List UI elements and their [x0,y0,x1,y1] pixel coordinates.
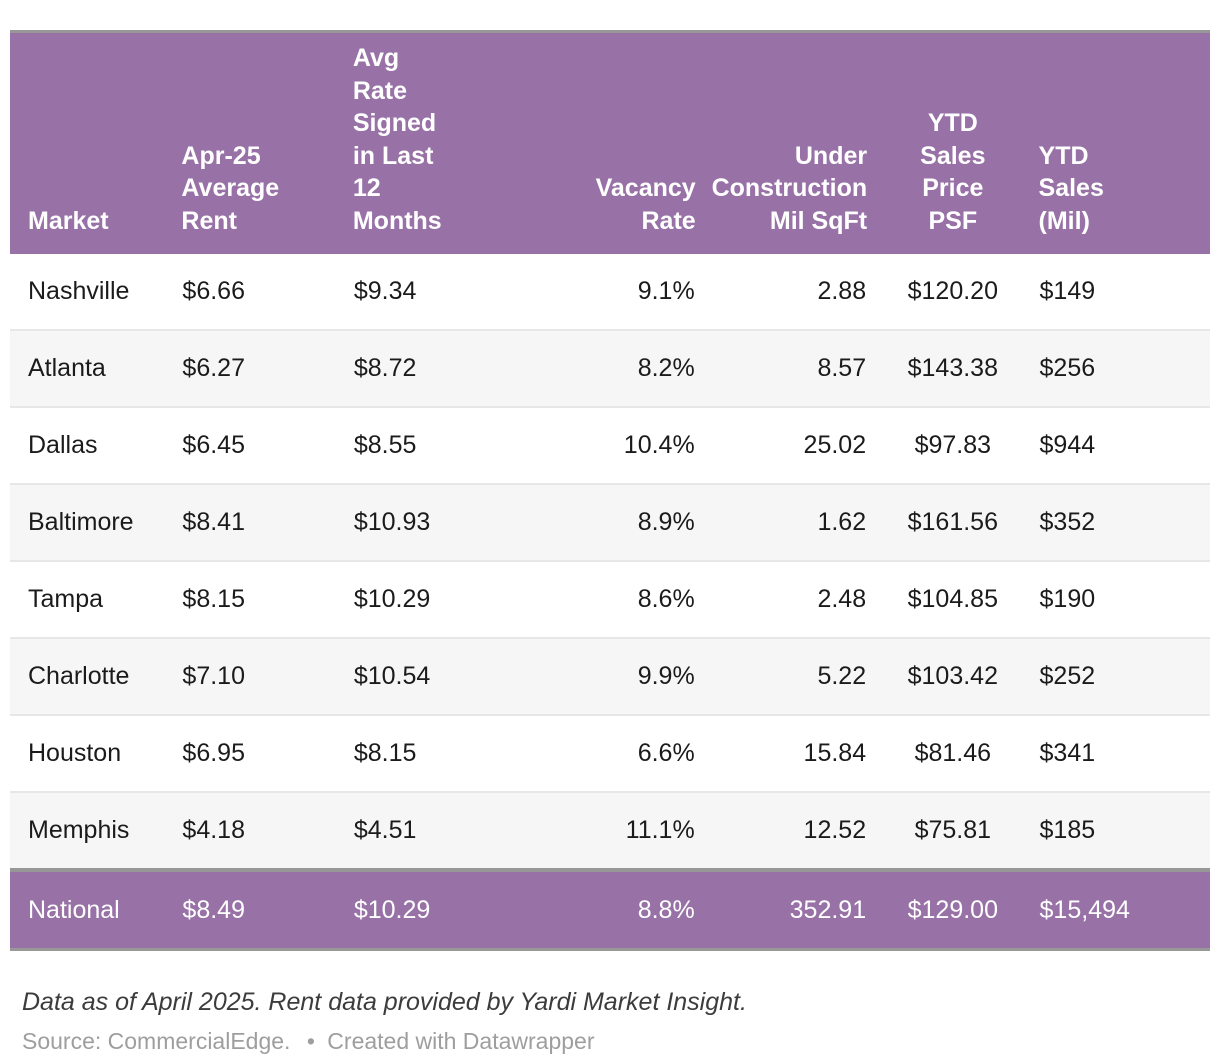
table-cell: $352 [1038,483,1210,561]
table-cell: $120.20 [867,254,1039,330]
table-cell: $103.42 [867,637,1039,715]
table-cell: 1.62 [695,483,868,561]
table-cell: $104.85 [867,560,1039,638]
table-cell: 352.91 [695,868,868,950]
table-cell: 2.48 [695,560,868,638]
table-cell: $8.72 [352,329,525,407]
column-header-under-construction: Under Construction Mil SqFt [695,31,868,254]
table-notes: Data as of April 2025. Rent data provide… [22,988,747,1016]
table-cell: $149 [1038,254,1210,330]
table-cell: 2.88 [695,254,868,330]
table-cell: $6.45 [181,406,353,484]
table-row: Nashville $6.66 $9.34 9.1% 2.88 $120.20 … [10,254,1210,330]
table-row: National $8.49 $10.29 8.8% 352.91 $129.0… [10,868,1210,950]
table-cell: $4.51 [352,791,525,870]
separator-bullet: • [306,1028,315,1054]
source-line: Source: CommercialEdge. • Created with D… [22,1028,1210,1055]
table-cell: $8.15 [181,560,353,638]
table-body: Nashville $6.66 $9.34 9.1% 2.88 $120.20 … [10,254,1210,950]
table-cell: $6.27 [181,329,353,407]
table-cell: $8.15 [352,714,525,792]
table-cell: 9.9% [524,637,696,715]
table-cell: 8.9% [524,483,696,561]
table-cell: $252 [1038,637,1210,715]
market-data-table: Market Apr-25 Average Rent Avg Rate Sign… [10,30,1210,951]
table-row: Tampa $8.15 $10.29 8.6% 2.48 $104.85 $19… [10,560,1210,638]
table-row: Baltimore $8.41 $10.93 8.9% 1.62 $161.56… [10,483,1210,561]
market-cell: Nashville [10,254,182,330]
table-cell: $190 [1038,560,1210,638]
table-cell: 5.22 [695,637,868,715]
table-row: Dallas $6.45 $8.55 10.4% 25.02 $97.83 $9… [10,406,1210,484]
column-header-ytd-sales-mil: YTD Sales (Mil) [1038,31,1210,254]
table-cell: $143.38 [867,329,1039,407]
table-cell: $8.49 [181,868,353,950]
table-cell: $10.54 [352,637,525,715]
column-header-market: Market [10,31,182,254]
market-cell: Tampa [10,560,182,638]
table-cell: 25.02 [695,406,868,484]
market-cell: National [10,868,182,950]
datawrapper-attribution[interactable]: Created with Datawrapper [327,1028,595,1054]
table-cell: 15.84 [695,714,868,792]
source-text: Source: CommercialEdge. [22,1028,291,1054]
market-cell: Memphis [10,791,182,870]
market-cell: Charlotte [10,637,182,715]
market-cell: Baltimore [10,483,182,561]
table-cell: $341 [1038,714,1210,792]
table-cell: $9.34 [352,254,525,330]
column-header-ytd-sales-price-psf: YTD Sales Price PSF [867,31,1039,254]
table-cell: $256 [1038,329,1210,407]
table-cell: $161.56 [867,483,1039,561]
table-cell: $15,494 [1038,868,1210,950]
table-header-row: Market Apr-25 Average Rent Avg Rate Sign… [10,31,1210,254]
table-row: Houston $6.95 $8.15 6.6% 15.84 $81.46 $3… [10,714,1210,792]
table-cell: $6.95 [181,714,353,792]
table-cell: $4.18 [181,791,353,870]
market-cell: Houston [10,714,182,792]
table-cell: 12.52 [695,791,868,870]
column-header-avg-rate-signed: Avg Rate Signed in Last 12 Months [352,31,525,254]
table-cell: $75.81 [867,791,1039,870]
table-cell: 10.4% [524,406,696,484]
table-cell: 8.8% [524,868,696,950]
market-cell: Dallas [10,406,182,484]
table-cell: 9.1% [524,254,696,330]
table-cell: 8.2% [524,329,696,407]
market-cell: Atlanta [10,329,182,407]
table-cell: $944 [1038,406,1210,484]
column-header-apr25-average-rent: Apr-25 Average Rent [181,31,353,254]
table-cell: $10.93 [352,483,525,561]
table-cell: $10.29 [352,560,525,638]
table-cell: 6.6% [524,714,696,792]
table-cell: 8.6% [524,560,696,638]
column-header-vacancy-rate: Vacancy Rate [524,31,696,254]
table-row: Charlotte $7.10 $10.54 9.9% 5.22 $103.42… [10,637,1210,715]
table-cell: $97.83 [867,406,1039,484]
table-cell: $8.55 [352,406,525,484]
table-cell: 11.1% [524,791,696,870]
table-cell: 8.57 [695,329,868,407]
table-cell: $10.29 [352,868,525,950]
table-header: Market Apr-25 Average Rent Avg Rate Sign… [10,31,1210,254]
table-cell: $81.46 [867,714,1039,792]
table-row: Atlanta $6.27 $8.72 8.2% 8.57 $143.38 $2… [10,329,1210,407]
table-row: Memphis $4.18 $4.51 11.1% 12.52 $75.81 $… [10,791,1210,870]
table-cell: $129.00 [867,868,1039,950]
table-cell: $6.66 [181,254,353,330]
table-cell: $7.10 [181,637,353,715]
table-cell: $185 [1038,791,1210,870]
table-cell: $8.41 [181,483,353,561]
